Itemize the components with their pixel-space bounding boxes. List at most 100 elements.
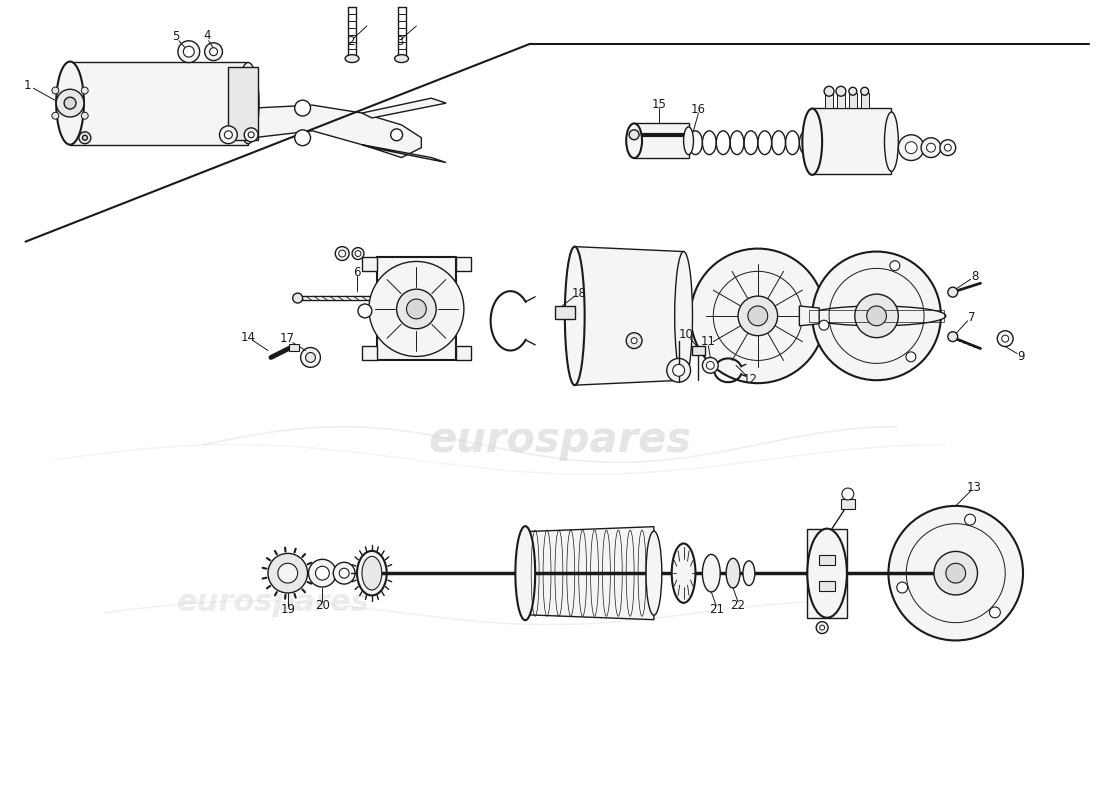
Circle shape — [673, 364, 684, 376]
Polygon shape — [840, 499, 855, 509]
Text: 9: 9 — [1018, 350, 1025, 363]
Text: 6: 6 — [353, 266, 361, 279]
Circle shape — [896, 582, 907, 593]
Polygon shape — [456, 346, 471, 361]
Circle shape — [339, 568, 349, 578]
Circle shape — [691, 249, 825, 383]
Circle shape — [824, 86, 834, 96]
Circle shape — [184, 46, 195, 57]
Circle shape — [1002, 335, 1009, 342]
Text: 15: 15 — [651, 98, 667, 110]
Text: eurospares: eurospares — [428, 418, 692, 461]
Text: 11: 11 — [701, 335, 716, 348]
Circle shape — [278, 563, 298, 583]
Polygon shape — [377, 257, 456, 361]
Text: 1: 1 — [24, 79, 31, 92]
Circle shape — [748, 306, 768, 326]
Circle shape — [81, 87, 88, 94]
Circle shape — [631, 338, 637, 343]
Circle shape — [948, 287, 958, 297]
Text: 13: 13 — [967, 481, 982, 494]
Circle shape — [224, 131, 232, 138]
Circle shape — [946, 563, 966, 583]
Ellipse shape — [807, 529, 847, 618]
Circle shape — [268, 554, 308, 593]
Text: 2: 2 — [348, 35, 355, 48]
Circle shape — [860, 87, 869, 95]
Text: 19: 19 — [280, 603, 295, 616]
Polygon shape — [456, 257, 471, 271]
Circle shape — [626, 333, 642, 349]
Circle shape — [934, 551, 978, 595]
Text: 21: 21 — [708, 603, 724, 616]
Circle shape — [899, 134, 924, 161]
Polygon shape — [229, 66, 258, 140]
Polygon shape — [362, 145, 447, 162]
Circle shape — [998, 330, 1013, 346]
Circle shape — [706, 362, 714, 370]
Ellipse shape — [358, 551, 387, 595]
Circle shape — [629, 130, 639, 140]
Text: 8: 8 — [971, 270, 978, 283]
Polygon shape — [526, 526, 653, 620]
Circle shape — [355, 250, 361, 257]
Circle shape — [820, 625, 825, 630]
Circle shape — [293, 293, 303, 303]
Circle shape — [56, 90, 84, 117]
Circle shape — [295, 130, 310, 146]
Circle shape — [397, 289, 437, 329]
Circle shape — [738, 296, 778, 336]
Ellipse shape — [726, 558, 740, 588]
Ellipse shape — [564, 246, 584, 385]
Polygon shape — [253, 105, 421, 158]
Text: 7: 7 — [968, 311, 976, 324]
Circle shape — [306, 353, 316, 362]
Ellipse shape — [807, 306, 946, 326]
Ellipse shape — [238, 62, 260, 144]
Circle shape — [358, 304, 372, 318]
Circle shape — [52, 112, 58, 119]
Ellipse shape — [395, 54, 408, 62]
Circle shape — [368, 262, 464, 357]
Polygon shape — [825, 94, 833, 108]
Polygon shape — [849, 94, 857, 108]
Ellipse shape — [674, 251, 693, 380]
Ellipse shape — [626, 123, 642, 158]
Text: 10: 10 — [679, 328, 694, 341]
Circle shape — [849, 87, 857, 95]
Text: 3: 3 — [396, 35, 404, 48]
Circle shape — [965, 514, 976, 525]
Circle shape — [79, 132, 91, 144]
Polygon shape — [800, 306, 820, 326]
Polygon shape — [860, 94, 869, 108]
Circle shape — [249, 132, 254, 138]
Polygon shape — [692, 346, 705, 355]
Polygon shape — [634, 123, 689, 158]
Polygon shape — [362, 98, 447, 118]
Ellipse shape — [362, 556, 382, 590]
Polygon shape — [70, 62, 249, 145]
Circle shape — [921, 138, 940, 158]
Ellipse shape — [516, 526, 536, 620]
Circle shape — [178, 41, 200, 62]
Text: 12: 12 — [742, 373, 758, 386]
Ellipse shape — [646, 531, 662, 615]
Polygon shape — [574, 246, 683, 385]
Circle shape — [820, 320, 829, 330]
Circle shape — [336, 246, 349, 261]
Circle shape — [890, 261, 900, 270]
Text: eurospares: eurospares — [176, 588, 370, 618]
Circle shape — [205, 42, 222, 61]
Circle shape — [52, 87, 58, 94]
Ellipse shape — [56, 62, 84, 145]
Circle shape — [703, 358, 718, 374]
Polygon shape — [812, 108, 891, 174]
Circle shape — [316, 566, 329, 580]
Polygon shape — [837, 94, 845, 108]
Text: 17: 17 — [279, 332, 295, 345]
Circle shape — [339, 250, 345, 257]
Circle shape — [990, 607, 1000, 618]
Polygon shape — [362, 346, 377, 361]
Polygon shape — [362, 257, 377, 271]
Circle shape — [905, 142, 917, 154]
